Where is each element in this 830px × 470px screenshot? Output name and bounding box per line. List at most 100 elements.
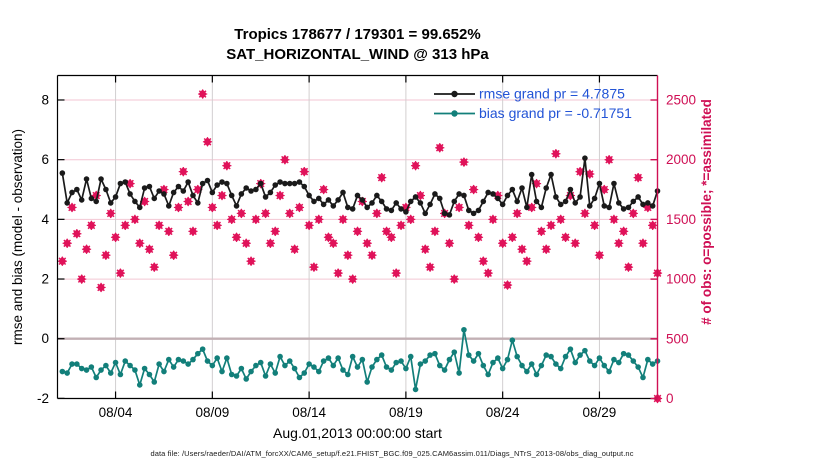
bias-series-point (388, 367, 395, 373)
bias-series-point (514, 353, 520, 360)
rmse-series-point (582, 155, 588, 161)
bias-series-point (364, 379, 370, 385)
rmse-series-point (620, 206, 627, 212)
rmse-series-point (432, 191, 438, 197)
bias-series-point (412, 386, 419, 393)
rmse-series-point (64, 200, 70, 206)
rmse-series-point (141, 185, 148, 191)
rmse-series-point (93, 198, 100, 205)
bias-series-point (349, 353, 356, 360)
legend-swatch-marker (451, 110, 458, 117)
rmse-series-point (117, 180, 124, 187)
bias-series-point (170, 364, 177, 370)
bias-series-point (199, 346, 206, 352)
bias-series-point (640, 374, 646, 381)
bias-series-point (88, 364, 95, 370)
bias-series-point (224, 355, 230, 361)
rmse-series-point (586, 203, 593, 209)
x-tick-label: 08/24 (486, 405, 520, 420)
rmse-series-point (228, 192, 235, 199)
rmse-series-point (417, 200, 424, 206)
bias-series-point (117, 371, 124, 378)
bias-series-point (393, 359, 400, 366)
rmse-series-point (412, 194, 419, 200)
rmse-series-point (572, 200, 579, 206)
rmse-series-point (470, 210, 477, 217)
bias-series-point (383, 364, 390, 370)
rmse-series-point (383, 206, 390, 212)
rmse-series-point (175, 183, 182, 190)
bias-series-point (214, 355, 220, 361)
rmse-series-point (524, 204, 530, 211)
rmse-series-point (315, 195, 322, 202)
rmse-series-point (335, 197, 341, 203)
bias-series-point (582, 347, 588, 354)
rmse-series-point (88, 195, 95, 202)
bias-series-point (432, 350, 438, 357)
rmse-series-point (465, 207, 472, 214)
rmse-series-point (301, 183, 308, 190)
bias-series-point (146, 371, 153, 378)
bias-series-point (436, 362, 443, 369)
bias-series-point (282, 362, 288, 369)
rmse-series-point (533, 198, 540, 205)
rmse-series-point (107, 200, 114, 206)
bias-series-point (398, 358, 404, 364)
rmse-series-point (611, 180, 617, 187)
bias-series-point (635, 364, 641, 370)
rmse-series-point (320, 201, 327, 208)
rmse-series-line (61, 158, 659, 216)
rmse-series-point (606, 204, 612, 211)
bias-series-point (524, 368, 530, 375)
bias-series-point (495, 355, 501, 361)
bias-series-point (103, 362, 109, 369)
legend: rmse grand pr = 4.7875 bias grand pr = -0… (434, 86, 632, 121)
rmse-series-point (591, 195, 598, 202)
rmse-series-point (490, 191, 496, 197)
rmse-series-point (59, 170, 66, 176)
figure-title-line1: Tropics 178677 / 179301 = 99.652% (234, 26, 481, 43)
rmse-series-point (291, 180, 298, 187)
bias-series-point (422, 358, 429, 364)
bias-series-point (325, 355, 332, 361)
bias-series-point (74, 361, 80, 367)
bias-series-point (262, 373, 269, 379)
rmse-series-point (112, 194, 119, 200)
rmse-series-point (456, 191, 462, 197)
gridlines (57, 75, 658, 399)
bias-series-point (345, 371, 351, 378)
bias-series-point (209, 362, 216, 369)
bias-series-point (141, 365, 148, 372)
rmse-series-point (388, 207, 395, 214)
bias-series-point (136, 382, 143, 388)
bias-series-point (122, 358, 129, 364)
legend-label: bias grand pr = -0.71751 (479, 105, 632, 121)
rmse-series-point (369, 200, 375, 206)
bias-series-line (62, 329, 658, 390)
rmse-series-point (233, 203, 240, 209)
rmse-series-point (74, 186, 80, 193)
bias-series-point (335, 355, 341, 361)
bias-series-point (253, 362, 259, 369)
bias-series-point (64, 370, 70, 376)
bias-series-point (553, 361, 559, 367)
bias-series-point (586, 358, 593, 364)
rmse-series-point (562, 198, 569, 205)
bias-series-point (591, 362, 598, 369)
x-tick-label: 08/04 (99, 405, 133, 420)
left-tick-label: -2 (37, 391, 49, 406)
bias-series-point (306, 361, 312, 367)
rmse-series-point (475, 207, 482, 214)
rmse-series-point (330, 203, 337, 209)
bias-series-point (233, 373, 240, 379)
bias-series-point (291, 365, 298, 372)
x-axis-title: Aug.01,2013 00:00:00 start (273, 425, 442, 441)
bias-series-point (127, 362, 133, 369)
rmse-series-point (103, 186, 109, 193)
bias-series-point (320, 358, 327, 364)
rmse-series-point (161, 191, 167, 197)
rmse-series-point (340, 189, 346, 196)
rmse-series-point (519, 185, 525, 191)
rmse-series-point (649, 203, 656, 209)
